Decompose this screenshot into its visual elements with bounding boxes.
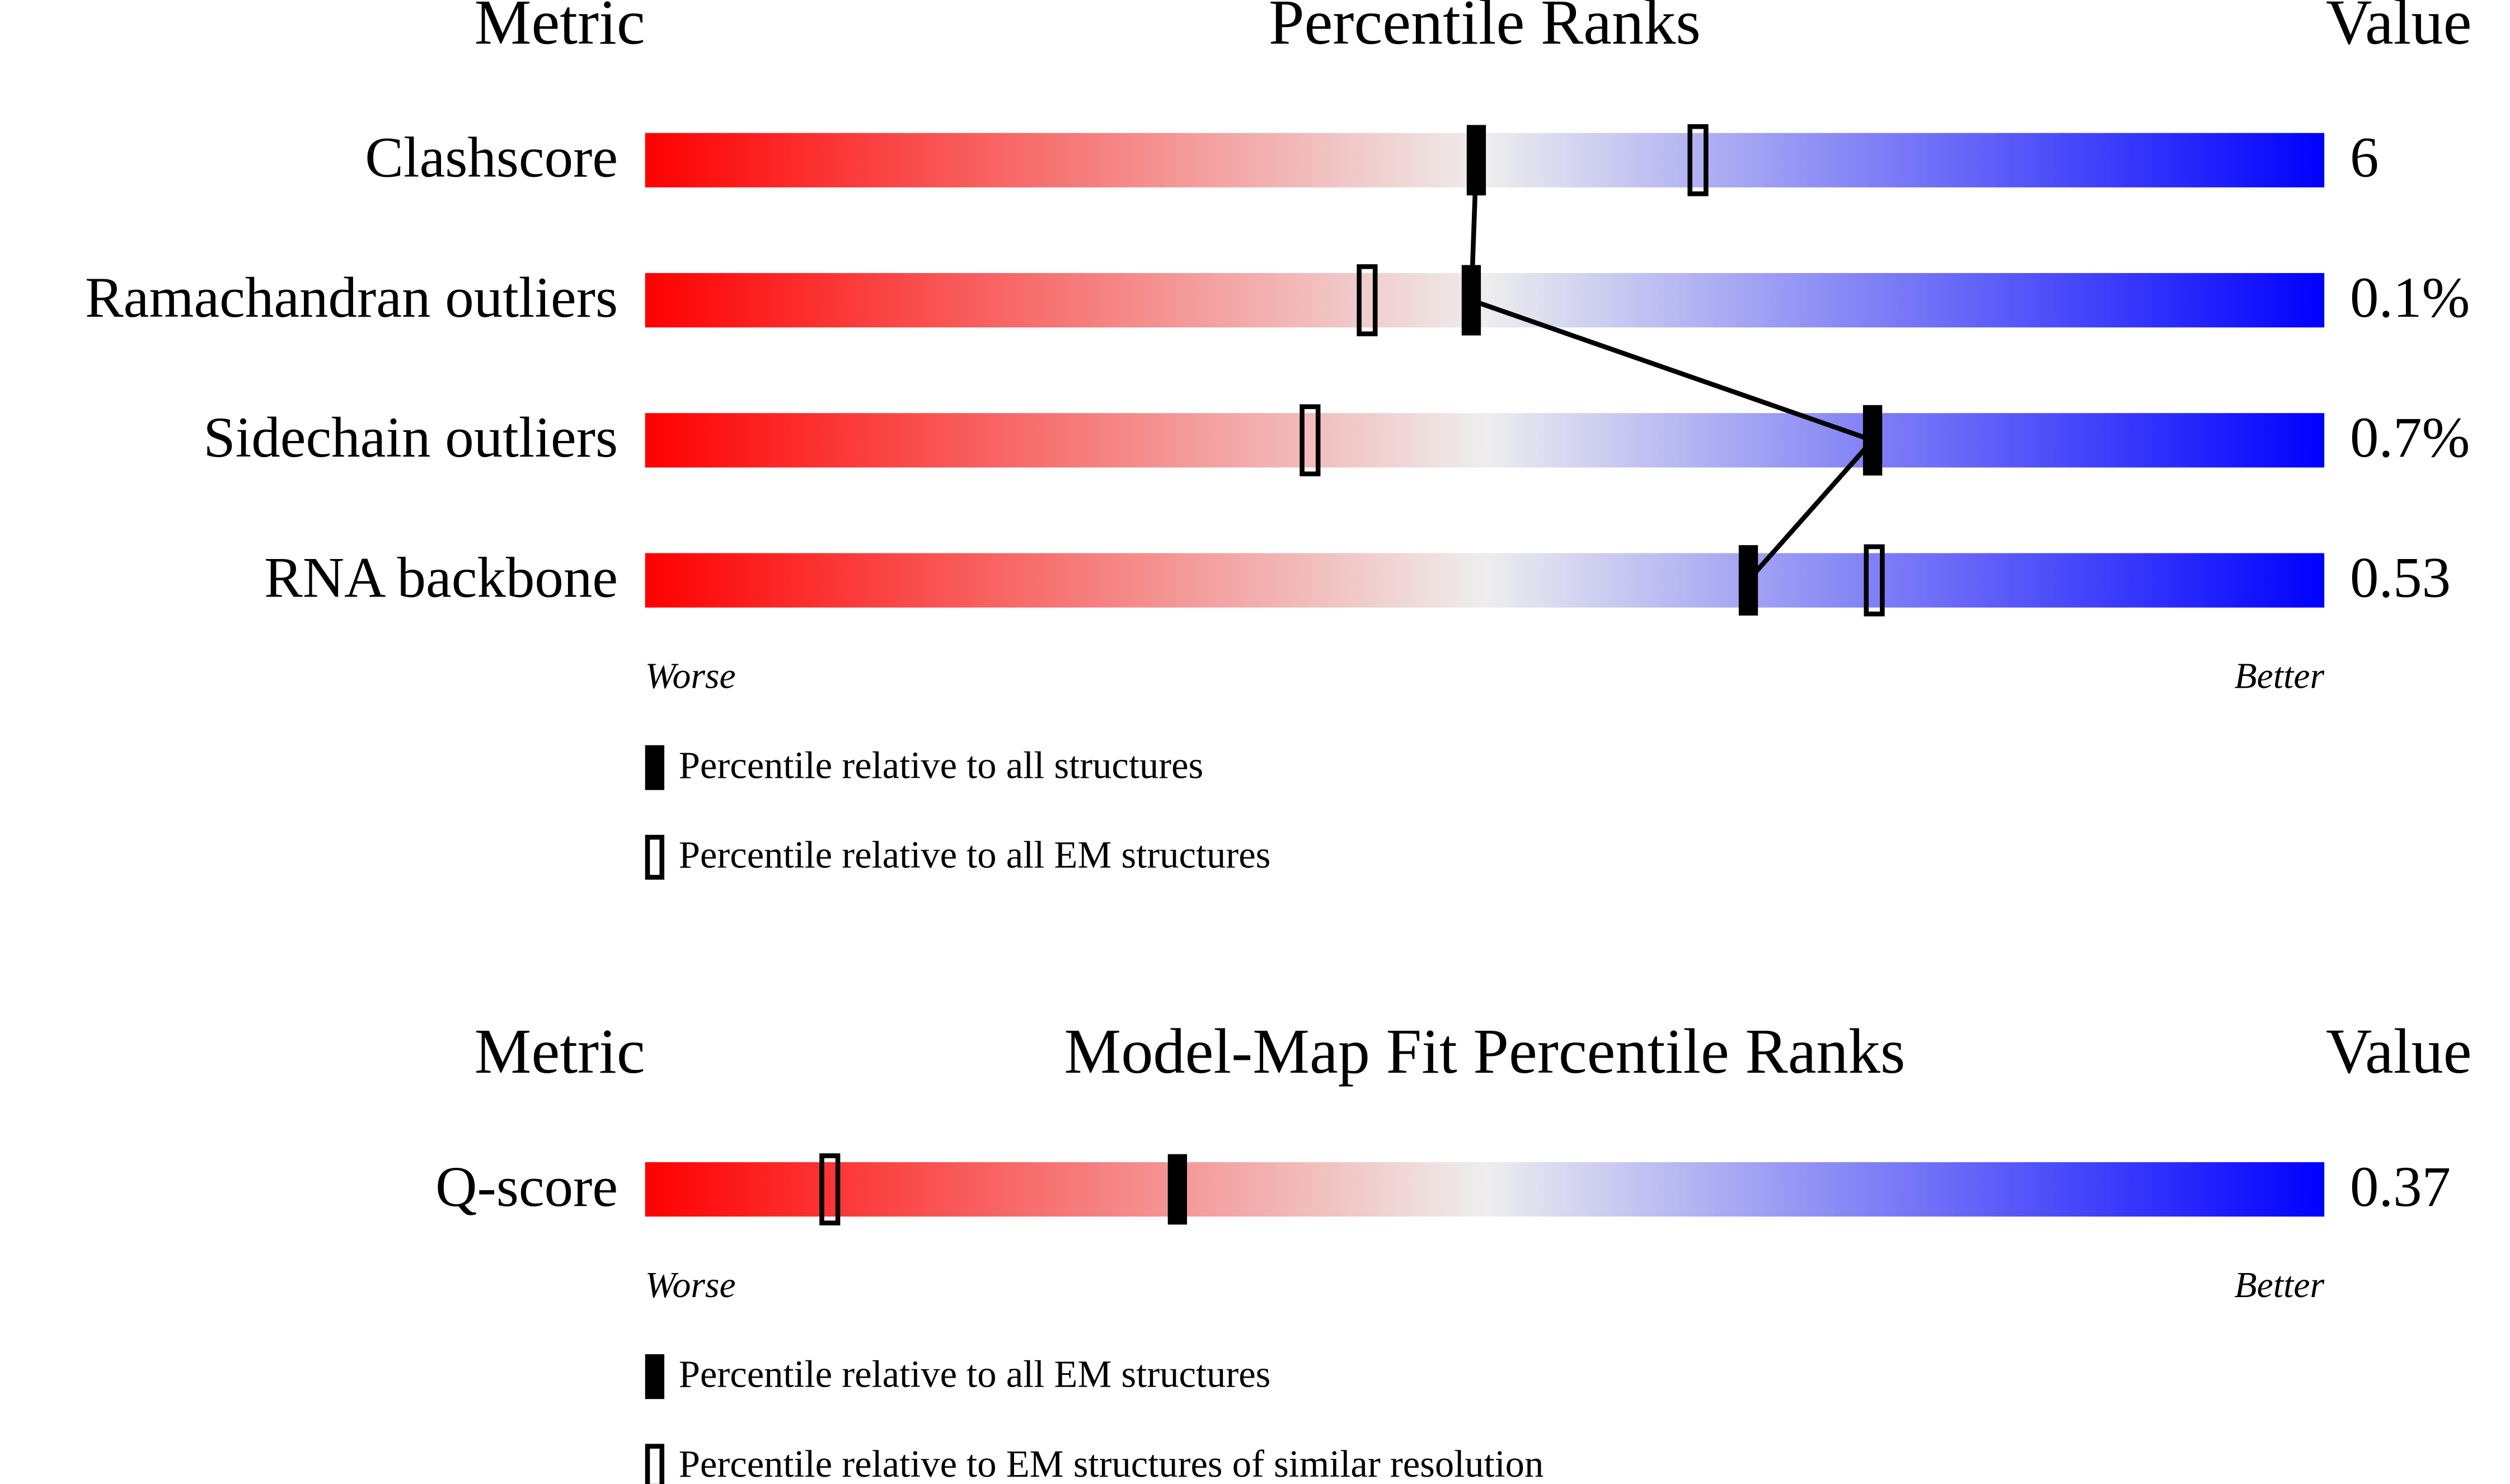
percentile-marker bbox=[1687, 124, 1709, 196]
metric-header: Metric bbox=[475, 1016, 645, 1087]
slider-bar bbox=[645, 413, 2325, 468]
metric-header: Metric bbox=[475, 0, 645, 58]
percentile-marker bbox=[819, 1153, 841, 1225]
better-label: Better bbox=[2234, 1265, 2324, 1305]
connector-line bbox=[1469, 160, 1877, 582]
metric-label: Sidechain outliers bbox=[203, 406, 618, 469]
metric-label: Clashscore bbox=[365, 126, 618, 190]
legend-swatch bbox=[645, 1354, 665, 1400]
metric-label: Q-score bbox=[435, 1155, 618, 1219]
value-header: Value bbox=[2326, 1016, 2472, 1087]
legend-swatch bbox=[645, 834, 665, 880]
metric-value: 0.7% bbox=[2350, 406, 2470, 469]
value-header: Value bbox=[2326, 0, 2472, 58]
slider-bar bbox=[645, 1162, 2325, 1217]
percentile-marker bbox=[1862, 405, 1883, 476]
metric-value: 0.1% bbox=[2350, 266, 2470, 330]
worse-label: Worse bbox=[645, 1265, 736, 1305]
legend-label: Percentile relative to EM structures of … bbox=[679, 1443, 1544, 1484]
percentile-marker bbox=[1738, 545, 1758, 616]
metric-value: 6 bbox=[2350, 126, 2378, 190]
legend-label: Percentile relative to all EM structures bbox=[679, 834, 1271, 876]
percentile-marker bbox=[1357, 264, 1378, 336]
metric-label: RNA backbone bbox=[264, 546, 618, 609]
legend-swatch bbox=[645, 745, 665, 790]
metric-label: Ramachandran outliers bbox=[85, 266, 618, 330]
legend-swatch bbox=[645, 1444, 665, 1484]
better-label: Better bbox=[2234, 656, 2324, 697]
worse-label: Worse bbox=[645, 656, 736, 697]
metric-value: 0.37 bbox=[2350, 1155, 2451, 1219]
percentile-marker bbox=[1461, 265, 1481, 336]
slider-bar bbox=[645, 273, 2325, 328]
panel-title: Percentile Ranks bbox=[1269, 0, 1701, 58]
legend-label: Percentile relative to all EM structures bbox=[679, 1353, 1271, 1396]
panel-title: Model-Map Fit Percentile Ranks bbox=[1064, 1016, 1905, 1087]
metric-value: 0.53 bbox=[2350, 546, 2451, 609]
percentile-marker bbox=[1167, 1154, 1188, 1225]
slider-bar bbox=[645, 553, 2325, 608]
legend-label: Percentile relative to all structures bbox=[679, 744, 1204, 786]
percentile-marker bbox=[1864, 544, 1885, 617]
percentile-marker bbox=[1466, 125, 1486, 196]
percentile-marker bbox=[1299, 404, 1321, 477]
